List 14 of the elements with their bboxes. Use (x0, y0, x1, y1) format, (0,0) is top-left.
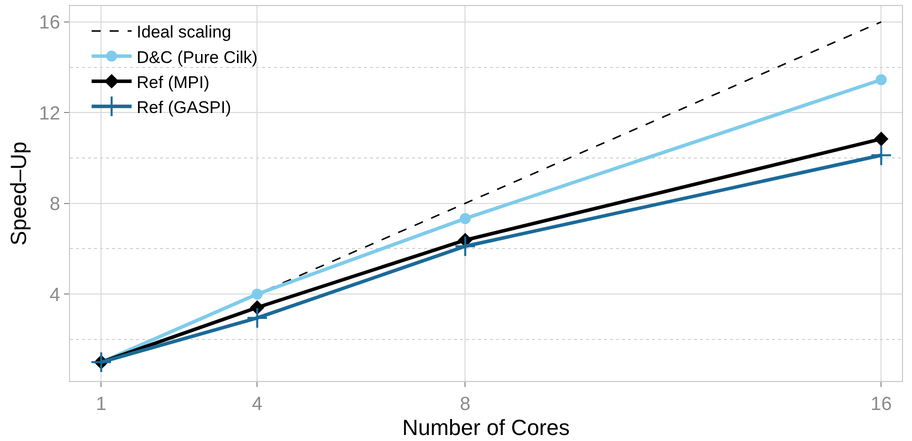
y-tick-label: 12 (39, 103, 60, 124)
x-tick-label: 8 (460, 394, 470, 415)
x-tick-label: 1 (96, 394, 106, 415)
x-tick-label: 16 (870, 394, 892, 415)
y-tick-label: 4 (50, 284, 61, 306)
legend-label: Ref (GASPI) (136, 98, 232, 117)
legend-label: Ref (MPI) (136, 72, 210, 92)
x-tick-label: 4 (252, 394, 263, 415)
legend-label: Ideal scaling (136, 22, 232, 42)
x-axis-title: Number of Cores (402, 414, 570, 440)
legend-label: D&C (Pure Cilk) (136, 48, 258, 67)
y-axis-title: Speed–Up (6, 142, 31, 246)
y-tick-label: 16 (39, 12, 60, 34)
y-tick-label: 8 (50, 194, 60, 216)
